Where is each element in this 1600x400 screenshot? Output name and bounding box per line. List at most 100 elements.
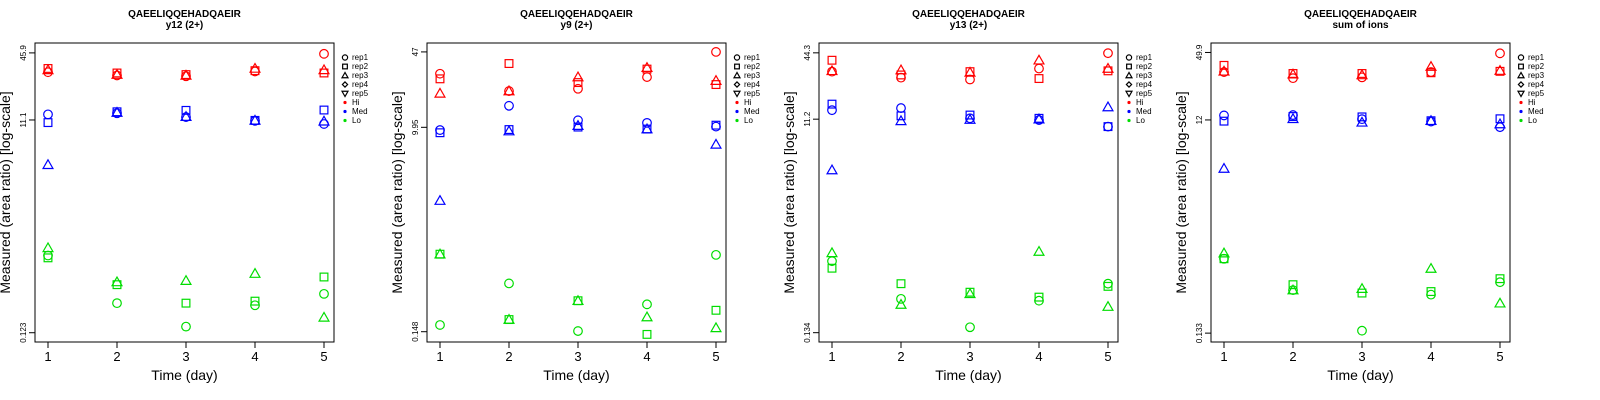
chart-title: QAEELIQQEHADQAEIR <box>520 9 634 20</box>
data-point <box>826 246 838 258</box>
legend-symbol <box>733 54 741 61</box>
y-axis-label: Measured (area ratio) [log-scale] <box>0 91 13 293</box>
legend-label: rep2 <box>1528 62 1545 71</box>
data-point <box>1356 282 1368 293</box>
data-point <box>573 115 583 126</box>
data-point <box>642 117 652 128</box>
data-point <box>1218 162 1230 173</box>
data-point <box>1356 68 1368 80</box>
legend-label: rep5 <box>744 89 761 98</box>
x-tick-label: 3 <box>574 349 581 364</box>
legend-label: Lo <box>744 116 753 125</box>
data-point <box>43 109 53 120</box>
data-point <box>1102 62 1114 73</box>
x-axis-label: Time (day) <box>1327 367 1393 383</box>
data-point <box>435 125 445 135</box>
x-tick-label: 3 <box>182 349 189 364</box>
legend-label: Lo <box>1528 116 1537 125</box>
data-point <box>826 64 838 76</box>
y-tick-label: 44.3 <box>803 45 812 61</box>
data-point <box>180 69 192 80</box>
data-point <box>1103 122 1113 132</box>
legend-symbol <box>732 71 742 79</box>
data-point <box>319 68 329 78</box>
data-point <box>43 253 53 263</box>
data-point <box>1425 262 1437 273</box>
y-axis-label: Measured (area ratio) [log-scale] <box>389 91 405 293</box>
data-point <box>249 62 261 73</box>
data-point <box>1219 253 1229 264</box>
data-point <box>1103 121 1113 132</box>
legend-symbol <box>342 63 348 70</box>
data-point <box>1218 65 1230 76</box>
legend-symbol <box>340 90 350 98</box>
legend-label: rep4 <box>352 80 369 89</box>
data-point <box>826 163 838 175</box>
data-point <box>1357 288 1367 298</box>
legend-label: rep1 <box>1136 53 1153 62</box>
data-point <box>896 111 906 121</box>
legend-symbol <box>734 63 740 70</box>
data-point <box>503 313 515 324</box>
data-point <box>1495 48 1505 59</box>
data-point <box>1287 283 1299 295</box>
legend-color-dot <box>343 109 347 114</box>
legend-color-dot <box>1519 118 1523 123</box>
data-point <box>573 83 583 94</box>
legend-symbol <box>1518 63 1524 70</box>
legend-color-dot <box>1127 118 1131 123</box>
data-point <box>827 66 837 77</box>
legend-color-dot <box>343 100 347 105</box>
data-point <box>43 118 53 128</box>
data-point <box>1103 48 1113 59</box>
legend-label: rep2 <box>352 62 369 71</box>
data-point <box>964 113 976 124</box>
data-point <box>435 68 445 79</box>
legend-label: Med <box>744 107 760 116</box>
data-point <box>1034 74 1044 84</box>
legend-label: Med <box>1528 107 1544 116</box>
data-point <box>896 293 906 304</box>
x-axis-label: Time (day) <box>543 367 609 383</box>
data-point <box>1034 292 1044 302</box>
legend-color-dot <box>735 118 739 123</box>
legend-symbol <box>1126 63 1132 70</box>
data-point <box>1103 278 1113 289</box>
legend-symbol <box>1516 90 1526 98</box>
legend-color-dot <box>735 100 739 105</box>
data-point <box>504 59 514 68</box>
x-tick-label: 1 <box>436 349 443 364</box>
y-tick-label: 0.123 <box>19 322 28 343</box>
legend-label: Lo <box>1136 116 1145 125</box>
x-tick-label: 2 <box>897 349 904 364</box>
data-point <box>1357 112 1367 122</box>
y-tick-label: 47 <box>411 47 420 56</box>
legend-label: Med <box>1136 107 1152 116</box>
chart-title: QAEELIQQEHADQAEIR <box>912 9 1026 20</box>
data-point <box>827 55 837 65</box>
chart-title: QAEELIQQEHADQAEIR <box>1304 9 1418 20</box>
data-point <box>1494 297 1506 308</box>
x-tick-label: 2 <box>113 349 120 364</box>
data-point <box>318 63 330 75</box>
data-point <box>711 305 721 315</box>
legend-symbol <box>733 81 741 88</box>
legend-label: rep1 <box>744 53 761 62</box>
legend-label: rep4 <box>1136 80 1153 89</box>
y-tick-label: 49.9 <box>1195 44 1204 60</box>
legend-label: rep3 <box>1136 71 1153 80</box>
data-point <box>249 267 261 278</box>
data-point <box>1287 68 1299 79</box>
legend-label: rep4 <box>744 80 761 89</box>
data-point <box>111 275 123 287</box>
legend-symbol <box>732 90 742 98</box>
data-point <box>965 322 975 333</box>
data-point <box>710 138 722 149</box>
x-tick-label: 4 <box>643 349 650 364</box>
data-point <box>319 105 329 115</box>
x-tick-label: 1 <box>44 349 51 364</box>
data-point <box>1102 100 1114 112</box>
data-point <box>642 329 652 339</box>
